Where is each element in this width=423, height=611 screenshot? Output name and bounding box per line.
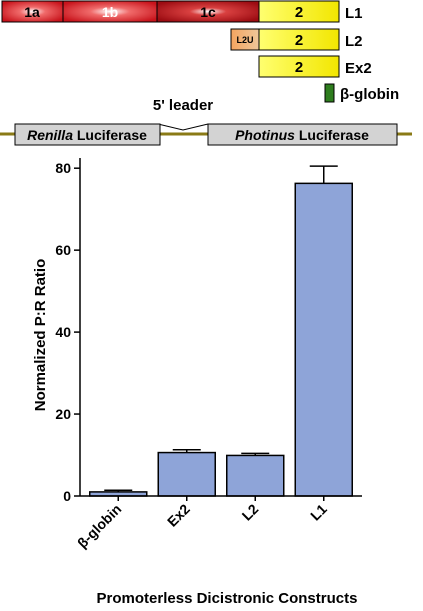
photinus-box — [207, 123, 398, 146]
bars-layer — [89, 182, 353, 497]
y-tick-label: 40 — [55, 324, 71, 340]
x-tick-label: L1 — [307, 501, 330, 524]
exon-1c-label: 1c — [200, 4, 216, 20]
exon-1a-label: 1a — [24, 4, 40, 20]
reporter-construct: 5' leader Renilla Luciferase Photinus Lu… — [0, 97, 412, 146]
y-tick-label: 80 — [55, 160, 71, 176]
construct-row-l1: 1a 1b 1c 2 L1 — [1, 0, 363, 23]
renilla-box — [14, 123, 161, 146]
x-axis: β-globin Ex2 L2 L1 — [74, 495, 362, 551]
y-tick-label: 20 — [55, 406, 71, 422]
bar-1 — [157, 451, 216, 497]
construct-name-ex2: Ex2 — [345, 60, 372, 77]
exon-diagram: 1a 1b 1c 2 L1 L2U 2 L2 2 Ex2 β-globin — [0, 0, 412, 146]
construct-name-beta-globin: β-globin — [340, 86, 399, 103]
renilla-label: Renilla Luciferase — [27, 127, 147, 143]
y-axis: 0 20 40 60 80 — [55, 158, 81, 504]
construct-row-beta-globin: β-globin — [324, 83, 399, 103]
bar-2 — [226, 454, 285, 497]
exon-2-box-l2 — [258, 28, 340, 51]
y-axis-label: Normalized P:R Ratio — [32, 259, 49, 412]
construct-row-ex2: 2 Ex2 — [258, 55, 372, 78]
x-tick-label: L2 — [239, 501, 262, 524]
construct-name-l1: L1 — [345, 5, 363, 22]
exon-2-label-l2: 2 — [295, 32, 303, 49]
x-axis-label: Promoterless Dicistronic Constructs — [97, 590, 358, 607]
exon-l2u-label: L2U — [236, 35, 253, 45]
bar-3 — [294, 182, 353, 497]
y-tick-label: 0 — [63, 488, 71, 504]
construct-name-l2: L2 — [345, 33, 363, 50]
exon-1b-label: 1b — [102, 4, 118, 20]
leader-chevron — [157, 123, 209, 131]
y-tick-label: 60 — [55, 242, 71, 258]
leader-label: 5' leader — [153, 97, 213, 114]
error-bars-layer — [104, 165, 338, 492]
bar-chart: 0 20 40 60 80 β-globin Ex2 L2 L1 Normalized P:R… — [32, 158, 362, 607]
exon-2-label-l1: 2 — [295, 4, 303, 21]
construct-row-l2: L2U 2 L2 — [230, 28, 363, 51]
x-tick-label: β-globin — [74, 501, 124, 551]
exon-2-label-ex2: 2 — [295, 59, 303, 76]
beta-globin-box — [324, 83, 335, 103]
x-tick-label: Ex2 — [164, 501, 193, 530]
photinus-label: Photinus Luciferase — [235, 127, 369, 143]
exon-2-box-ex2 — [258, 55, 340, 78]
exon-2-box-l1 — [258, 0, 340, 23]
